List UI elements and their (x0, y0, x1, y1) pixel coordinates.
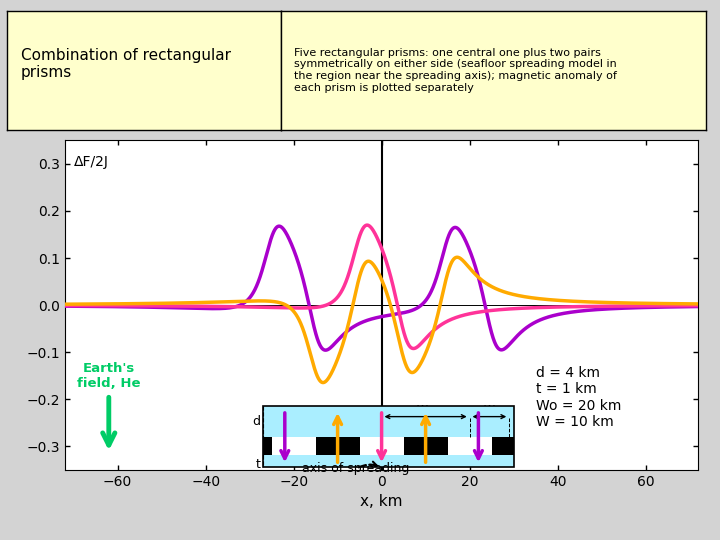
Text: axis of spreading: axis of spreading (302, 462, 410, 475)
Text: Combination of rectangular
prisms: Combination of rectangular prisms (21, 48, 231, 80)
Bar (359, 437, 404, 455)
Bar (263, 406, 513, 468)
Text: Earth's
field, He: Earth's field, He (77, 362, 140, 390)
Bar (263, 437, 513, 455)
Text: W: W (484, 405, 495, 415)
Text: Wo: Wo (417, 405, 434, 415)
Text: t: t (256, 457, 261, 470)
Text: ΔF/2J: ΔF/2J (73, 154, 109, 168)
X-axis label: x, km: x, km (360, 494, 403, 509)
Text: d: d (253, 415, 261, 428)
Bar (271, 437, 315, 455)
Bar (448, 437, 492, 455)
Text: d = 4 km
t = 1 km
Wo = 20 km
W = 10 km: d = 4 km t = 1 km Wo = 20 km W = 10 km (536, 366, 621, 429)
Text: Five rectangular prisms: one central one plus two pairs
symmetrically on either : Five rectangular prisms: one central one… (294, 48, 616, 92)
